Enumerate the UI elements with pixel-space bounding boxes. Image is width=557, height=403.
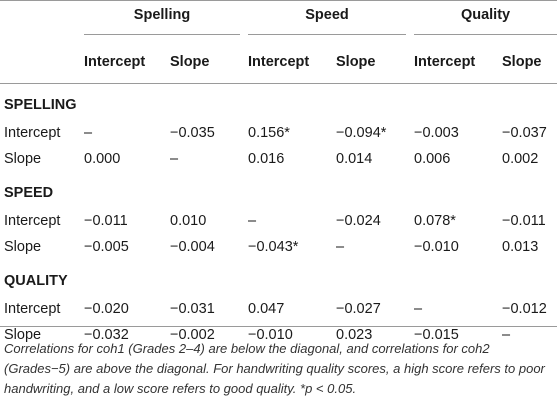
table-cell: −0.010	[248, 327, 293, 343]
table-cell: –	[414, 301, 423, 317]
group-label: Speed	[248, 7, 407, 35]
table-row: Slope 0.000 – 0.016 0.014 0.006 0.002	[0, 146, 557, 172]
table-cell: −0.002	[170, 327, 215, 343]
table-cell: −0.020	[84, 301, 129, 317]
table-row: Slope −0.005 −0.004 −0.043* – −0.010 0.013	[0, 234, 557, 260]
table-cell: 0.078*	[414, 213, 456, 229]
row-label: Intercept	[4, 125, 61, 141]
table-cell: 0.002	[502, 151, 539, 167]
subheader-cell: Intercept	[410, 41, 499, 84]
table-cell: −0.003	[414, 125, 459, 141]
table-cell: −0.032	[84, 327, 129, 343]
group-header-spelling: Spelling	[80, 0, 244, 41]
top-rule	[0, 0, 557, 1]
correlation-table: Spelling Speed Quality Intercept Slope I…	[0, 0, 557, 348]
subheader-cell: Slope	[332, 41, 411, 84]
table-footnote: Correlations for coh1 (Grades 2–4) are b…	[4, 341, 545, 396]
table-cell: 0.000	[84, 151, 121, 167]
corner-cell	[0, 41, 80, 84]
section-row-speed: SPEED	[0, 172, 557, 208]
group-header-row: Spelling Speed Quality	[0, 0, 557, 41]
subheader-cell: Intercept	[244, 41, 332, 84]
table-cell: –	[170, 151, 179, 167]
subheader-cell: Intercept	[80, 41, 166, 84]
row-label: Slope	[4, 239, 42, 255]
table-cell: –	[248, 213, 257, 229]
table-cell: −0.027	[336, 301, 381, 317]
row-label: Intercept	[4, 213, 61, 229]
table-cell: −0.043*	[248, 239, 299, 255]
section-label: SPELLING	[4, 97, 77, 113]
table-row: Intercept – −0.035 0.156* −0.094* −0.003 −0.03…	[0, 120, 557, 146]
corner-cell	[0, 0, 80, 41]
table-cell: −0.094*	[336, 125, 387, 141]
section-row-spelling: SPELLING	[0, 84, 557, 121]
table-cell: −0.035	[170, 125, 215, 141]
table-cell: −0.037	[502, 125, 547, 141]
subheader-cell: Slope	[166, 41, 244, 84]
table-cell: 0.016	[248, 151, 285, 167]
row-label: Slope	[4, 151, 42, 167]
group-header-speed: Speed	[244, 0, 410, 41]
table-cell: −0.024	[336, 213, 381, 229]
table-cell: −0.004	[170, 239, 215, 255]
table-cell: −0.011	[502, 213, 546, 229]
table-cell: 0.156*	[248, 125, 290, 141]
table-cell: −0.012	[502, 301, 547, 317]
table-cell: −0.010	[414, 239, 459, 255]
table-cell: −0.011	[84, 213, 128, 229]
section-row-quality: QUALITY	[0, 260, 557, 296]
table-cell: −0.031	[170, 301, 215, 317]
table-cell: –	[336, 239, 345, 255]
group-label: Spelling	[84, 7, 240, 35]
table-cell: –	[84, 125, 93, 141]
table-row: Intercept −0.011 0.010 – −0.024 0.078* −0.011	[0, 208, 557, 234]
subheader-row: Intercept Slope Intercept Slope Intercep…	[0, 41, 557, 84]
table-cell: –	[502, 327, 511, 343]
subheader-cell: Slope	[498, 41, 557, 84]
group-header-quality: Quality	[410, 0, 557, 41]
section-label: SPEED	[4, 185, 54, 201]
section-label: QUALITY	[4, 273, 68, 289]
table-cell: −0.015	[414, 327, 459, 343]
table-row: Intercept −0.020 −0.031 0.047 −0.027 – −0.012	[0, 296, 557, 322]
table-cell: 0.013	[502, 239, 539, 255]
bottom-rule	[0, 326, 557, 327]
table-cell: 0.010	[170, 213, 207, 229]
table-cell: −0.005	[84, 239, 129, 255]
table-cell: 0.006	[414, 151, 451, 167]
table-cell: 0.023	[336, 327, 373, 343]
row-label: Intercept	[4, 301, 61, 317]
table-cell: 0.047	[248, 301, 285, 317]
row-label: Slope	[4, 327, 42, 343]
group-label: Quality	[414, 7, 557, 35]
table-cell: 0.014	[336, 151, 373, 167]
table-row: Slope −0.032 −0.002 −0.010 0.023 −0.015 –	[0, 322, 557, 348]
